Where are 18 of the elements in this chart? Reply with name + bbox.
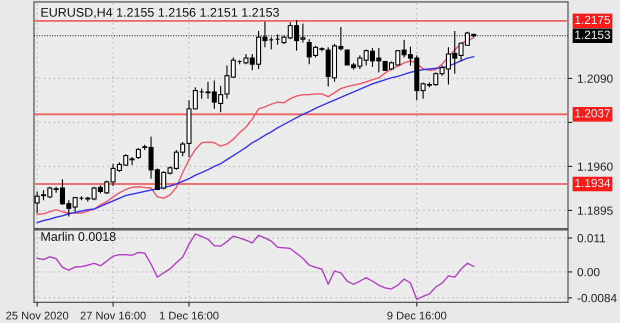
line-series <box>36 233 474 300</box>
ref-line-label: 1.2175 <box>575 16 610 24</box>
ref-line-label: 1.2153 <box>575 30 610 39</box>
chart-title: Marlin 0.0018 <box>41 232 116 241</box>
candlestick <box>136 148 141 160</box>
x-tick-label: 1 Dec 16:00 <box>160 312 219 320</box>
chart-title: EURUSD,H4 1.2155 1.2156 1.2151 1.2153 <box>41 8 279 18</box>
y-tick-label: 0.00 <box>577 268 600 276</box>
y-tick-label: -0.0084 <box>578 294 617 302</box>
y-tick-label: 1.2090 <box>578 74 613 83</box>
ref-line-label: 1.2037 <box>575 109 610 118</box>
x-tick-label: 25 Nov 2020 <box>6 312 68 320</box>
y-tick-label: 0.011 <box>577 234 606 242</box>
x-tick-label: 9 Dec 16:00 <box>387 312 446 320</box>
x-tick-label: 27 Nov 16:00 <box>80 312 146 320</box>
y-tick-label: 1.1960 <box>578 162 613 171</box>
ref-line-label: 1.1934 <box>575 178 610 188</box>
y-tick-label: 1.1895 <box>578 206 613 215</box>
